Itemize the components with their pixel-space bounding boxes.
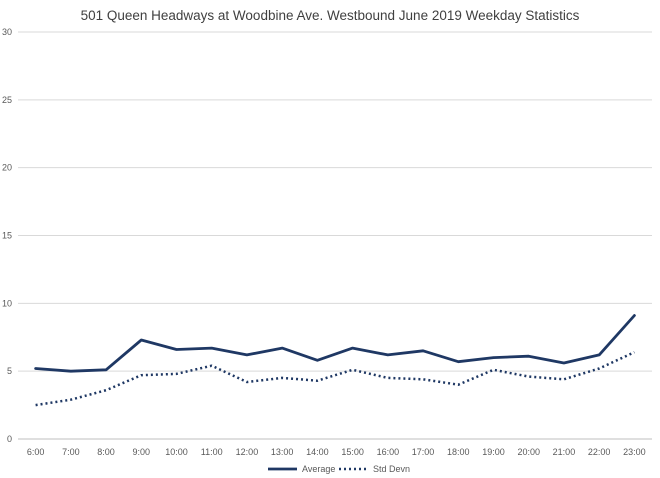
y-tick-label: 5 [7,366,12,376]
y-tick-label: 20 [2,163,12,173]
x-tick-label: 11:00 [201,447,223,457]
x-tick-label: 14:00 [306,447,329,457]
x-tick-label: 19:00 [482,447,505,457]
x-tick-label: 10:00 [165,447,188,457]
y-tick-label: 0 [7,434,12,444]
x-axis-tick-labels: 6:00 7:00 8:00 9:00 10:00 11:00 12:00 13:00 14:0… [27,447,646,457]
x-tick-label: 21:00 [553,447,576,457]
x-tick-label: 20:00 [517,447,540,457]
x-tick-label: 13:00 [271,447,294,457]
legend-label: Average [302,464,335,474]
x-tick-label: 23:00 [623,447,646,457]
x-tick-label: 6:00 [27,447,45,457]
x-tick-label: 16:00 [377,447,400,457]
gridlines [18,31,652,440]
series-line-std-devn [35,351,635,407]
series-line-average [34,314,636,373]
y-tick-label: 15 [2,231,12,241]
y-tick-label: 30 [2,27,12,37]
chart-title: 501 Queen Headways at Woodbine Ave. West… [80,8,580,23]
legend-label: Std Devn [373,464,410,474]
x-tick-label: 8:00 [97,447,115,457]
x-tick-label: 15:00 [341,447,364,457]
x-tick-label: 17:00 [412,447,435,457]
series-lines [34,314,636,407]
x-tick-label: 22:00 [588,447,611,457]
x-tick-label: 9:00 [133,447,151,457]
legend: Average Std Devn [268,464,410,474]
y-tick-label: 25 [2,95,12,105]
y-tick-label: 10 [2,298,12,308]
x-tick-label: 18:00 [447,447,470,457]
x-tick-label: 12:00 [236,447,259,457]
y-axis-tick-labels: 0 5 10 15 20 25 30 [2,27,12,444]
x-tick-label: 7:00 [62,447,80,457]
